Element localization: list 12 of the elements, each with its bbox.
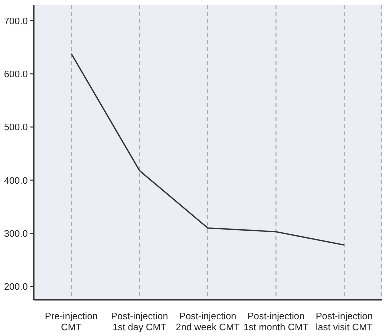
x-tick-label: Post-injection 1st month CMT xyxy=(244,312,309,334)
x-tick-label: Post-injection 1st day CMT xyxy=(111,312,168,334)
y-tick-label: 300.0 xyxy=(4,228,28,240)
y-tick-label: 400.0 xyxy=(4,176,28,187)
line-series xyxy=(70,53,346,246)
x-tick-label: Post-injection last visit CMT xyxy=(316,312,374,334)
y-tick-label: 600.0 xyxy=(4,69,28,80)
y-tick-label: 500.0 xyxy=(4,122,28,134)
y-tick-label: 200.0 xyxy=(4,282,28,294)
x-tick-label: Post-injection 2nd week CMT xyxy=(176,312,240,334)
y-tick-label: 700.0 xyxy=(4,16,28,28)
x-tick-label: Pre-injection CMT xyxy=(45,312,98,334)
